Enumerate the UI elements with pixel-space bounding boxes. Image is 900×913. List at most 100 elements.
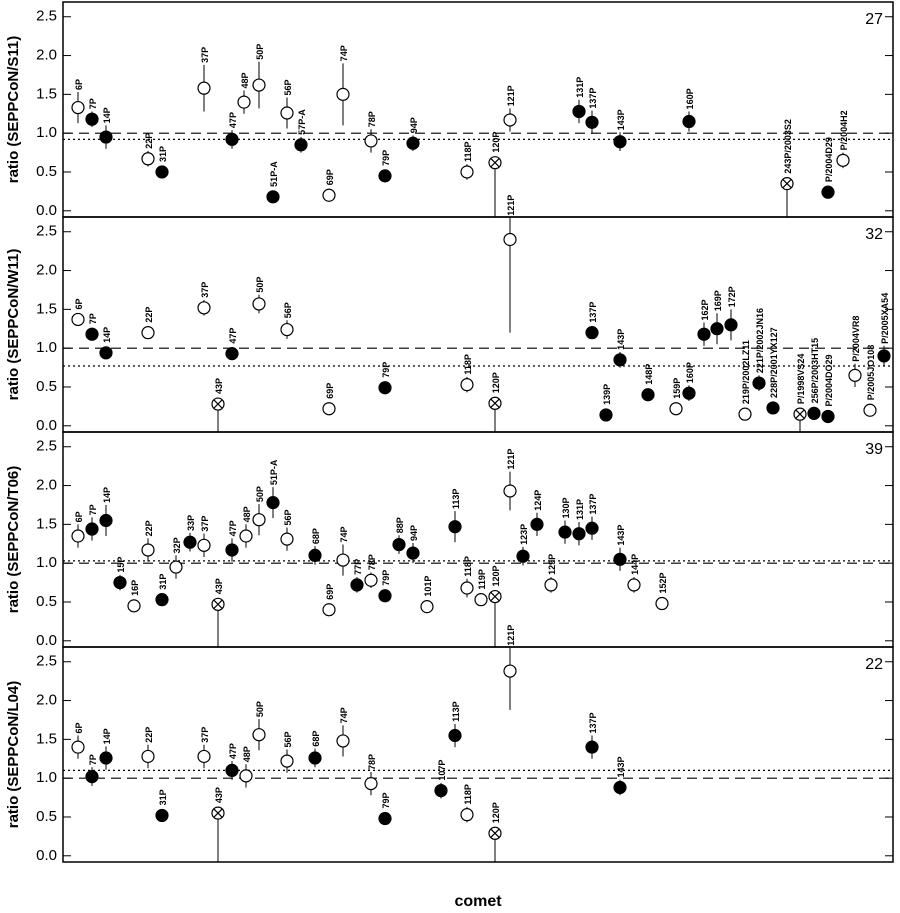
panel-frame (62, 216, 894, 433)
data-point (613, 552, 627, 566)
point-label: 219P/2002LZ11 (741, 340, 751, 404)
point-label: 56P (283, 731, 293, 747)
point-label: 14P (102, 728, 112, 744)
point-label: 68P (311, 528, 321, 544)
data-point (322, 188, 336, 202)
data-point (836, 153, 850, 167)
point-label: 88P (395, 517, 405, 533)
data-point (252, 78, 266, 92)
y-tick-label: 2.5 (36, 653, 57, 670)
point-label: 107P (437, 760, 447, 781)
y-tick-label: 1.5 (36, 515, 57, 532)
data-point (280, 754, 294, 768)
data-point (364, 134, 378, 148)
y-tick-label: 0.0 (36, 632, 57, 649)
data-point (141, 326, 155, 340)
data-point (585, 115, 599, 129)
data-point (364, 573, 378, 587)
point-label: 51P-A (269, 459, 279, 485)
point-label: 37P (200, 516, 210, 532)
data-point (585, 521, 599, 535)
data-point (655, 596, 669, 611)
point-label: 143P (616, 329, 626, 350)
data-point (322, 603, 336, 617)
data-point (697, 327, 711, 341)
data-point (572, 104, 586, 119)
data-point (197, 538, 211, 552)
point-label: 68P (311, 731, 321, 747)
data-point (599, 408, 613, 422)
y-tick-label: 0.5 (36, 163, 57, 180)
data-point (350, 578, 364, 592)
point-label: 47P (228, 743, 238, 759)
data-point (448, 520, 462, 534)
data-point (378, 381, 392, 395)
point-label: 47P (228, 112, 238, 128)
y-tick-label: 2.0 (36, 477, 57, 494)
point-label: 123P (519, 524, 529, 545)
point-label: 22P (144, 307, 154, 323)
point-label: 31P (158, 146, 168, 162)
point-label: 148P (644, 364, 654, 385)
y-tick-label: 0.0 (36, 202, 57, 219)
data-point (183, 535, 197, 549)
point-label: 6P (74, 298, 84, 309)
data-point (460, 581, 474, 595)
data-point (237, 95, 251, 109)
point-label: P/2005JO108 (866, 345, 876, 401)
data-point (85, 770, 99, 784)
point-label: 159P (672, 378, 682, 399)
data-point (85, 327, 99, 341)
y-tick-label: 0.5 (36, 808, 57, 825)
data-point (85, 112, 99, 126)
cross (213, 399, 223, 409)
data-point (197, 749, 211, 764)
point-label: 16P (130, 580, 140, 596)
point-label: 118P (463, 354, 473, 375)
data-point (71, 312, 85, 327)
data-point (682, 114, 696, 129)
point-label: 77P (353, 559, 363, 575)
data-point (378, 169, 392, 183)
y-axis-label: ratio (SEPPCoN/W11) (5, 249, 22, 401)
panel-label: 22 (865, 656, 883, 673)
point-label: 130P (561, 497, 571, 518)
data-point (197, 301, 211, 315)
data-point (585, 740, 599, 754)
point-label: 162P (700, 300, 710, 321)
data-point (474, 593, 488, 607)
data-point (448, 728, 462, 743)
data-point (392, 537, 406, 552)
cross (213, 599, 223, 609)
point-label: 22P (144, 727, 154, 743)
data-point (613, 780, 627, 795)
point-label: 56P (283, 79, 293, 95)
point-label: 221P/2002JN16 (755, 308, 765, 373)
data-point (460, 808, 474, 822)
data-point (613, 135, 627, 149)
cross (490, 398, 500, 408)
point-label: 74P (339, 527, 349, 543)
data-point (821, 185, 835, 199)
point-label: 48P (242, 746, 252, 762)
data-point (266, 496, 280, 510)
panel-frame (62, 1, 894, 218)
y-tick-label: 2.5 (36, 8, 57, 25)
y-tick-label: 1.0 (36, 554, 57, 571)
y-tick-label: 2.0 (36, 47, 57, 64)
data-point (308, 548, 322, 563)
point-label: 143P (616, 756, 626, 777)
point-label: 78P (367, 554, 377, 570)
data-point (239, 769, 253, 783)
y-tick-label: 2.5 (36, 223, 57, 240)
point-label: 6P (74, 722, 84, 733)
point-label: 118P (463, 784, 473, 805)
data-point (169, 560, 183, 574)
point-label: 7P (88, 504, 98, 515)
data-point (336, 87, 350, 101)
data-point (71, 100, 85, 115)
data-point (406, 136, 420, 150)
point-label: 69P (325, 169, 335, 185)
point-label: 94P (409, 525, 419, 541)
point-label: 50P (255, 44, 265, 60)
